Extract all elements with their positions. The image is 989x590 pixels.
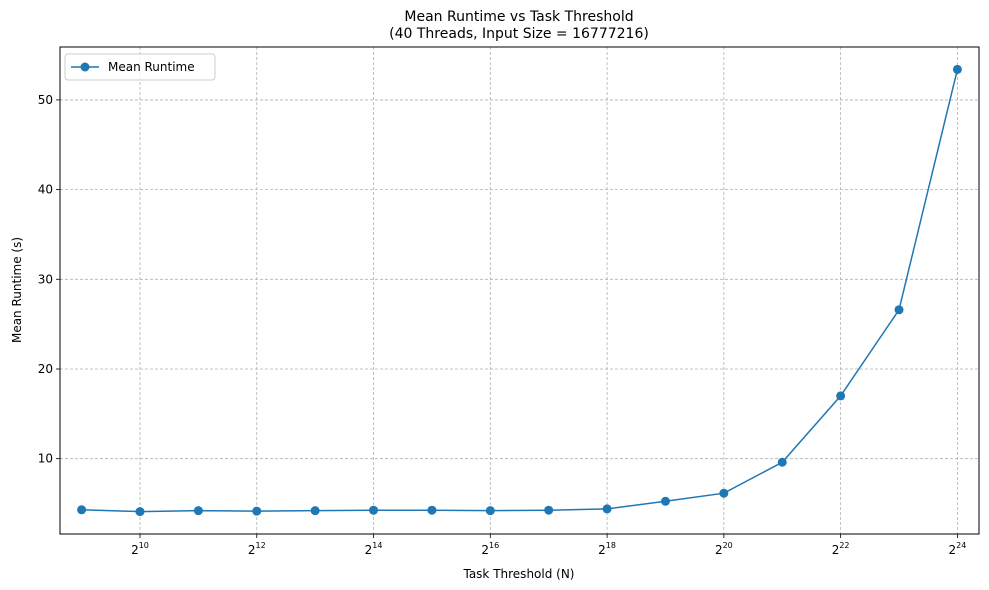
y-tick-label: 10 [38,452,53,466]
x-tick-label: 210 [131,541,149,557]
data-point [485,506,495,516]
x-tick-label: 224 [948,541,966,557]
x-tick-label: 222 [832,541,850,557]
x-axis-label: Task Threshold (N) [462,567,574,581]
data-point [894,305,904,315]
data-point [369,505,379,515]
chart-subtitle: (40 Threads, Input Size = 16777216) [389,26,649,42]
legend-label-mean-runtime: Mean Runtime [108,60,195,74]
x-tick-label: 220 [715,541,733,557]
y-tick-label: 20 [38,362,53,376]
x-tick-exponent: 20 [723,541,733,550]
x-tick-exponent: 10 [139,541,149,550]
data-point [719,488,729,498]
plot-area-frame [59,46,980,535]
legend-marker-icon [80,62,90,72]
data-point [310,506,320,516]
y-tick-label: 30 [38,272,53,286]
y-axis-label: Mean Runtime (s) [10,237,24,343]
data-point [952,64,962,74]
x-tick-label: 218 [598,541,616,557]
x-tick-label: 214 [365,541,383,557]
series-layer [77,64,962,517]
x-tick-exponent: 18 [606,541,616,550]
y-axis: 10 20 30 40 50 [38,93,60,466]
data-point [252,506,262,516]
y-tick-label: 40 [38,183,53,197]
x-tick-label: 212 [248,541,266,557]
data-point [836,391,846,401]
x-tick-exponent: 14 [372,541,382,550]
grid [60,47,979,534]
x-tick-label: 216 [481,541,499,557]
chart-title: Mean Runtime vs Task Threshold [404,9,633,25]
x-tick-exponent: 12 [255,541,265,550]
data-point [544,505,554,515]
x-tick-exponent: 16 [489,541,499,550]
legend: Mean Runtime [64,53,216,81]
x-tick-exponent: 22 [839,541,849,550]
y-tick-label: 50 [38,93,53,107]
data-point [602,504,612,514]
data-point [135,507,145,517]
legend-box [64,53,216,81]
data-point [193,506,203,516]
series-line-mean-runtime [81,69,959,513]
x-tick-exponent: 24 [956,541,966,550]
data-point [660,496,670,506]
x-axis: 210 212 214 216 218 220 222 224 [131,534,966,557]
data-point [77,505,87,515]
data-point [427,505,437,515]
data-point [777,457,787,467]
